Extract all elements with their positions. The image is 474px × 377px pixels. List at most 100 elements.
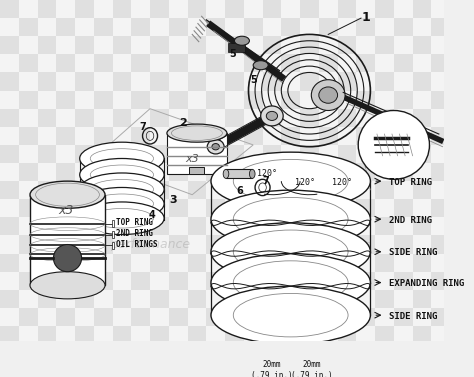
Bar [394, 109, 412, 127]
Bar [75, 290, 94, 308]
Bar [19, 163, 37, 181]
Bar [188, 199, 206, 218]
Bar [188, 272, 206, 290]
Bar [169, 272, 188, 290]
Bar [356, 218, 375, 236]
Text: EXPANDING RING: EXPANDING RING [389, 279, 465, 288]
Bar [206, 326, 225, 344]
Bar [300, 127, 319, 145]
Text: performance: performance [110, 238, 190, 251]
Bar [356, 326, 375, 344]
Bar [112, 0, 131, 18]
Bar [75, 344, 94, 362]
Bar [263, 145, 281, 163]
Bar [206, 236, 225, 254]
Bar [300, 181, 319, 199]
Bar [300, 199, 319, 218]
Ellipse shape [30, 272, 105, 299]
Bar [112, 199, 131, 218]
Bar [244, 90, 263, 109]
Bar [375, 90, 394, 109]
Bar [356, 344, 375, 362]
Bar [431, 199, 450, 218]
Bar [375, 18, 394, 36]
Bar [244, 0, 263, 18]
Bar [263, 199, 281, 218]
Bar [356, 18, 375, 36]
Bar [244, 109, 263, 127]
Bar [394, 181, 412, 199]
Bar [281, 308, 300, 326]
Bar [112, 18, 131, 36]
Bar [356, 163, 375, 181]
Ellipse shape [80, 158, 164, 191]
Bar [131, 199, 150, 218]
Bar [169, 145, 188, 163]
Bar [94, 236, 112, 254]
Ellipse shape [261, 106, 283, 126]
Bar [37, 272, 56, 290]
Bar [75, 0, 94, 18]
Bar [281, 0, 300, 18]
Ellipse shape [207, 139, 224, 154]
Bar [281, 344, 300, 362]
Bar [131, 0, 150, 18]
Ellipse shape [235, 36, 249, 45]
Bar [228, 43, 245, 52]
Bar [394, 36, 412, 54]
Bar [300, 109, 319, 127]
Bar [111, 220, 114, 227]
Bar [431, 109, 450, 127]
Bar [19, 127, 37, 145]
Bar [281, 218, 300, 236]
Bar [337, 344, 356, 362]
Bar [244, 199, 263, 218]
Bar [281, 326, 300, 344]
Bar [37, 54, 56, 72]
Bar [225, 36, 244, 54]
Bar [150, 326, 169, 344]
Bar [75, 218, 94, 236]
Bar [337, 109, 356, 127]
Bar [337, 254, 356, 272]
Bar [263, 181, 281, 199]
Bar [412, 163, 431, 181]
Bar [169, 254, 188, 272]
Bar [412, 308, 431, 326]
Text: 5: 5 [250, 75, 256, 85]
Bar [337, 236, 356, 254]
Bar [244, 308, 263, 326]
Bar [0, 181, 19, 199]
Bar [375, 127, 394, 145]
Bar [356, 145, 375, 163]
Ellipse shape [167, 124, 227, 142]
Bar [225, 90, 244, 109]
Bar [56, 127, 75, 145]
Bar [19, 90, 37, 109]
Bar [319, 199, 337, 218]
Bar [244, 54, 263, 72]
Bar [131, 181, 150, 199]
Bar [337, 181, 356, 199]
Bar [263, 254, 281, 272]
Ellipse shape [211, 190, 370, 248]
Bar [188, 308, 206, 326]
Bar [375, 199, 394, 218]
Bar [56, 145, 75, 163]
Ellipse shape [211, 223, 370, 281]
Bar [281, 145, 300, 163]
Bar [169, 36, 188, 54]
Bar [37, 90, 56, 109]
Bar [188, 254, 206, 272]
Bar [19, 36, 37, 54]
Bar [375, 72, 394, 90]
Bar [244, 218, 263, 236]
Bar [319, 163, 337, 181]
Bar [206, 72, 225, 90]
Bar [131, 36, 150, 54]
Bar [319, 290, 337, 308]
Bar [356, 254, 375, 272]
Bar [150, 181, 169, 199]
Bar [394, 254, 412, 272]
Bar [169, 326, 188, 344]
